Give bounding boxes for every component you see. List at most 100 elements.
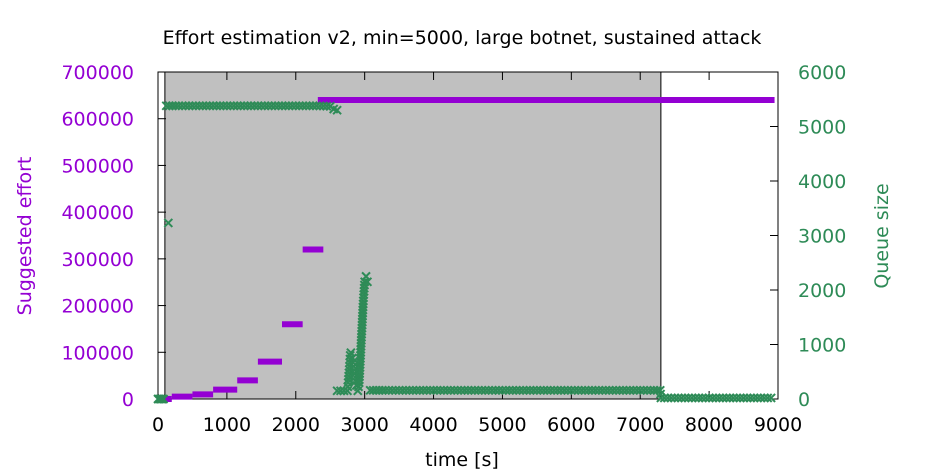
- queue-point-stroke: [508, 385, 518, 395]
- queue-point-stroke: [532, 385, 542, 395]
- queue-point: [187, 101, 198, 111]
- queue-point-stroke: [158, 394, 169, 404]
- queue-point-stroke: [683, 393, 694, 403]
- queue-point-stroke: [463, 385, 473, 395]
- queue-point: [287, 101, 298, 111]
- queue-point-stroke: [570, 385, 580, 395]
- queue-point: [563, 385, 573, 395]
- queue-point-stroke: [614, 385, 625, 395]
- queue-point-stroke: [256, 101, 267, 111]
- queue-point: [266, 101, 277, 111]
- queue-point: [504, 385, 515, 395]
- queue-point: [277, 101, 287, 111]
- queue-point-stroke: [594, 385, 604, 395]
- queue-point-stroke: [628, 385, 639, 395]
- queue-point-stroke: [756, 393, 766, 403]
- y2-tick-label: 5000: [798, 117, 846, 139]
- queue-point-stroke: [277, 101, 287, 111]
- queue-point: [384, 385, 394, 395]
- queue-point-stroke: [514, 385, 525, 395]
- queue-point: [297, 101, 308, 111]
- queue-point-stroke: [583, 385, 594, 395]
- queue-point: [322, 101, 332, 111]
- queue-point: [191, 101, 201, 111]
- queue-point-stroke: [401, 385, 411, 395]
- y2-tick-label: 3000: [798, 226, 846, 248]
- queue-point: [669, 393, 680, 403]
- queue-point: [690, 393, 701, 403]
- queue-point: [756, 393, 766, 403]
- queue-point: [218, 101, 229, 111]
- queue-point: [759, 393, 769, 403]
- queue-point-stroke: [694, 393, 704, 403]
- queue-point: [494, 385, 504, 395]
- queue-point-stroke: [304, 101, 315, 111]
- queue-point: [294, 101, 304, 111]
- queue-point: [697, 393, 707, 403]
- x-tick-label: 6000: [547, 414, 595, 436]
- queue-point: [570, 385, 580, 395]
- queue-point-stroke: [704, 393, 714, 403]
- queue-point: [180, 101, 191, 111]
- queue-point-stroke: [549, 385, 559, 395]
- queue-point: [559, 385, 570, 395]
- queue-point-stroke: [263, 101, 273, 111]
- queue-point: [177, 101, 187, 111]
- queue-point-stroke: [749, 393, 759, 403]
- queue-point: [163, 218, 174, 228]
- queue-point-stroke: [343, 377, 353, 388]
- chart-title: Effort estimation v2, min=5000, large bo…: [163, 27, 762, 49]
- queue-point: [514, 385, 525, 395]
- queue-point: [380, 385, 391, 395]
- queue-point-stroke: [297, 101, 308, 111]
- queue-point: [222, 101, 232, 111]
- queue-point: [539, 385, 549, 395]
- queue-point-stroke: [418, 385, 428, 395]
- queue-point-stroke: [362, 277, 373, 287]
- queue-point: [621, 385, 632, 395]
- queue-point-stroke: [218, 101, 229, 111]
- queue-point-stroke: [621, 385, 632, 395]
- queue-point-stroke: [676, 393, 687, 403]
- queue-point: [614, 385, 625, 395]
- queue-point: [590, 385, 601, 395]
- queue-point: [511, 385, 521, 395]
- queue-point: [401, 385, 411, 395]
- queue-point: [745, 393, 756, 403]
- queue-point-stroke: [359, 283, 369, 293]
- queue-point-stroke: [566, 385, 577, 395]
- x-tick-label: 5000: [478, 414, 526, 436]
- queue-point: [418, 385, 428, 395]
- queue-point-stroke: [180, 101, 191, 111]
- queue-point-stroke: [521, 385, 532, 395]
- queue-point-stroke: [294, 101, 304, 111]
- queue-point-stroke: [273, 101, 284, 111]
- queue-point: [173, 101, 184, 111]
- queue-point-stroke: [528, 385, 539, 395]
- queue-point-stroke: [518, 385, 528, 395]
- queue-point: [728, 393, 738, 403]
- queue-point: [246, 101, 256, 111]
- queue-point: [397, 385, 408, 395]
- queue-point-stroke: [663, 393, 673, 403]
- queue-point-stroke: [260, 101, 270, 111]
- queue-point: [738, 393, 749, 403]
- y-tick-label: 600000: [61, 109, 134, 131]
- queue-point-stroke: [446, 385, 456, 395]
- queue-point: [611, 385, 621, 395]
- queue-point: [452, 385, 463, 395]
- y-tick-label: 500000: [61, 155, 134, 177]
- queue-point: [284, 101, 294, 111]
- queue-point: [711, 393, 721, 403]
- queue-point-stroke: [397, 385, 408, 395]
- queue-point-stroke: [535, 385, 546, 395]
- queue-point: [428, 385, 439, 395]
- queue-point-stroke: [425, 385, 435, 395]
- queue-point: [580, 385, 590, 395]
- y-axis-label-right: Queue size: [871, 183, 893, 288]
- queue-point-stroke: [332, 386, 342, 396]
- queue-point-stroke: [215, 101, 225, 111]
- queue-point-stroke: [201, 101, 211, 111]
- queue-point-stroke: [618, 385, 628, 395]
